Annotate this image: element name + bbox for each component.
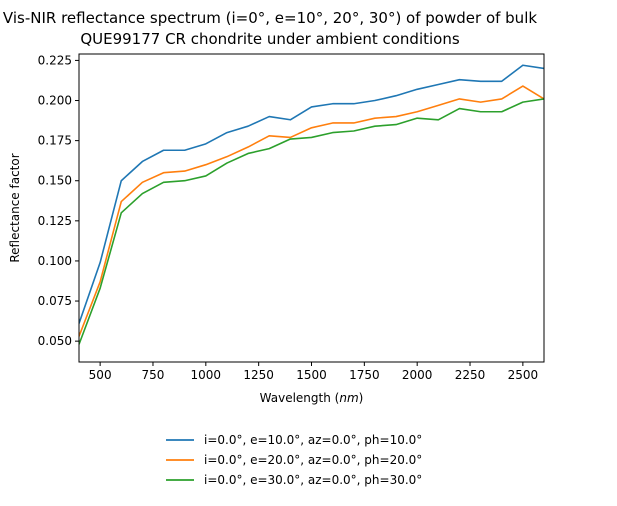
x-tick-label: 1000 xyxy=(191,368,222,382)
y-tick-label: 0.100 xyxy=(38,254,72,268)
y-tick-label: 0.225 xyxy=(38,53,72,67)
x-tick-label: 1250 xyxy=(243,368,274,382)
plot-lines xyxy=(79,64,544,345)
legend-label: i=0.0°, e=10.0°, az=0.0°, ph=10.0° xyxy=(204,433,422,447)
x-axis-label: Wavelength (nm) xyxy=(260,391,364,405)
y-tick-label: 0.200 xyxy=(38,94,72,108)
x-tick-label: 1500 xyxy=(296,368,327,382)
y-tick-label: 0.125 xyxy=(38,214,72,228)
legend: i=0.0°, e=10.0°, az=0.0°, ph=10.0° i=0.0°… xyxy=(166,433,422,487)
series-line-2 xyxy=(79,85,544,337)
legend-entry-2: i=0.0°, e=20.0°, az=0.0°, ph=20.0° xyxy=(166,453,422,467)
legend-label: i=0.0°, e=20.0°, az=0.0°, ph=20.0° xyxy=(204,453,422,467)
legend-label: i=0.0°, e=30.0°, az=0.0°, ph=30.0° xyxy=(204,473,422,487)
legend-entry-3: i=0.0°, e=30.0°, az=0.0°, ph=30.0° xyxy=(166,473,422,487)
y-tick-label: 0.150 xyxy=(38,174,72,188)
series-line-3 xyxy=(79,98,544,345)
x-tick-label: 2500 xyxy=(508,368,539,382)
x-tick-label: 500 xyxy=(89,368,112,382)
chart-title: Vis-NIR reflectance spectrum (i=0°, e=10… xyxy=(3,9,537,48)
chart-title-line-1: Vis-NIR reflectance spectrum (i=0°, e=10… xyxy=(3,9,537,27)
series-line-1 xyxy=(79,64,544,324)
x-tick-label: 2000 xyxy=(402,368,433,382)
y-tick-label: 0.075 xyxy=(38,294,72,308)
chart-title-line-2: QUE99177 CR chondrite under ambient cond… xyxy=(80,30,460,48)
y-tick-label: 0.175 xyxy=(38,134,72,148)
y-axis-ticks: 0.050 0.075 0.100 0.125 0.150 0.175 0.200 0.225 xyxy=(38,53,79,348)
y-tick-label: 0.050 xyxy=(38,334,72,348)
x-axis-ticks: 500 750 1000 1250 1500 1750 2000 2250 2500 xyxy=(89,362,538,382)
x-tick-label: 750 xyxy=(142,368,165,382)
plot-frame xyxy=(78,53,545,363)
y-axis-label: Reflectance factor xyxy=(8,153,22,262)
x-tick-label: 2250 xyxy=(455,368,486,382)
legend-entry-1: i=0.0°, e=10.0°, az=0.0°, ph=10.0° xyxy=(166,433,422,447)
x-tick-label: 1750 xyxy=(349,368,380,382)
